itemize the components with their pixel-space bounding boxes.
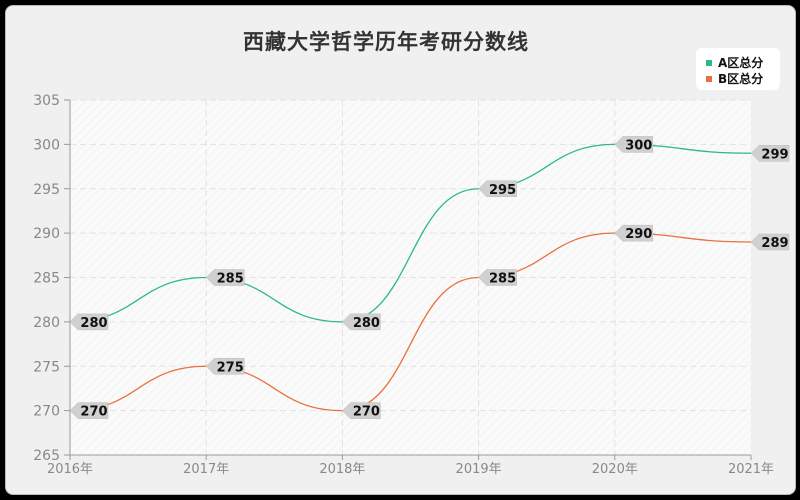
legend-item-b[interactable]: B区总分 bbox=[706, 70, 763, 87]
data-label: 295 bbox=[478, 180, 517, 198]
x-tick-label: 2016年 bbox=[47, 462, 93, 477]
data-label: 275 bbox=[205, 358, 245, 375]
svg-text:285: 285 bbox=[217, 272, 244, 287]
legend-item-a[interactable]: A区总分 bbox=[706, 54, 763, 71]
legend-label-b: B区总分 bbox=[718, 72, 764, 86]
data-label: 270 bbox=[69, 402, 109, 420]
y-tick-label: 265 bbox=[33, 448, 60, 464]
legend: A区总分 B区总分 bbox=[696, 48, 780, 90]
data-label: 280 bbox=[342, 313, 381, 331]
y-tick-label: 290 bbox=[33, 226, 60, 242]
data-label: 270 bbox=[342, 402, 381, 420]
x-tick-label: 2017年 bbox=[183, 462, 229, 477]
svg-text:270: 270 bbox=[80, 405, 107, 420]
data-label: 290 bbox=[614, 224, 654, 242]
y-tick-label: 295 bbox=[33, 182, 60, 198]
x-tick-label: 2019年 bbox=[456, 462, 502, 477]
svg-text:299: 299 bbox=[761, 147, 788, 162]
data-label: 289 bbox=[750, 233, 790, 251]
svg-text:280: 280 bbox=[80, 316, 107, 331]
svg-text:275: 275 bbox=[217, 360, 244, 375]
y-tick-label: 300 bbox=[33, 137, 60, 153]
x-tick-label: 2021年 bbox=[728, 462, 774, 477]
svg-text:270: 270 bbox=[353, 405, 380, 420]
svg-text:280: 280 bbox=[353, 316, 380, 331]
data-label: 285 bbox=[478, 269, 517, 287]
svg-text:295: 295 bbox=[489, 183, 516, 198]
y-tick-label: 280 bbox=[33, 315, 60, 331]
y-tick-label: 270 bbox=[33, 404, 60, 420]
svg-text:300: 300 bbox=[625, 138, 652, 153]
y-tick-label: 285 bbox=[33, 271, 60, 287]
y-tick-label: 275 bbox=[33, 359, 60, 375]
y-tick-label: 305 bbox=[33, 93, 60, 109]
plot-area: 265 270 275 280 285 290 295 300 305 2016年 2017年 201… bbox=[33, 93, 790, 477]
data-label: 300 bbox=[614, 136, 654, 153]
data-label: 285 bbox=[205, 269, 245, 287]
legend-swatch-a bbox=[706, 59, 712, 66]
data-label: 299 bbox=[750, 145, 790, 162]
x-tick-label: 2020年 bbox=[592, 462, 638, 477]
svg-text:285: 285 bbox=[489, 272, 516, 287]
data-label: 280 bbox=[69, 313, 109, 331]
x-tick-label: 2018年 bbox=[319, 462, 365, 477]
legend-label-a: A区总分 bbox=[718, 56, 764, 70]
svg-text:289: 289 bbox=[761, 236, 788, 251]
legend-swatch-b bbox=[706, 75, 712, 82]
svg-text:290: 290 bbox=[625, 227, 652, 242]
chart-title: 西藏大学哲学历年考研分数线 bbox=[243, 30, 529, 54]
